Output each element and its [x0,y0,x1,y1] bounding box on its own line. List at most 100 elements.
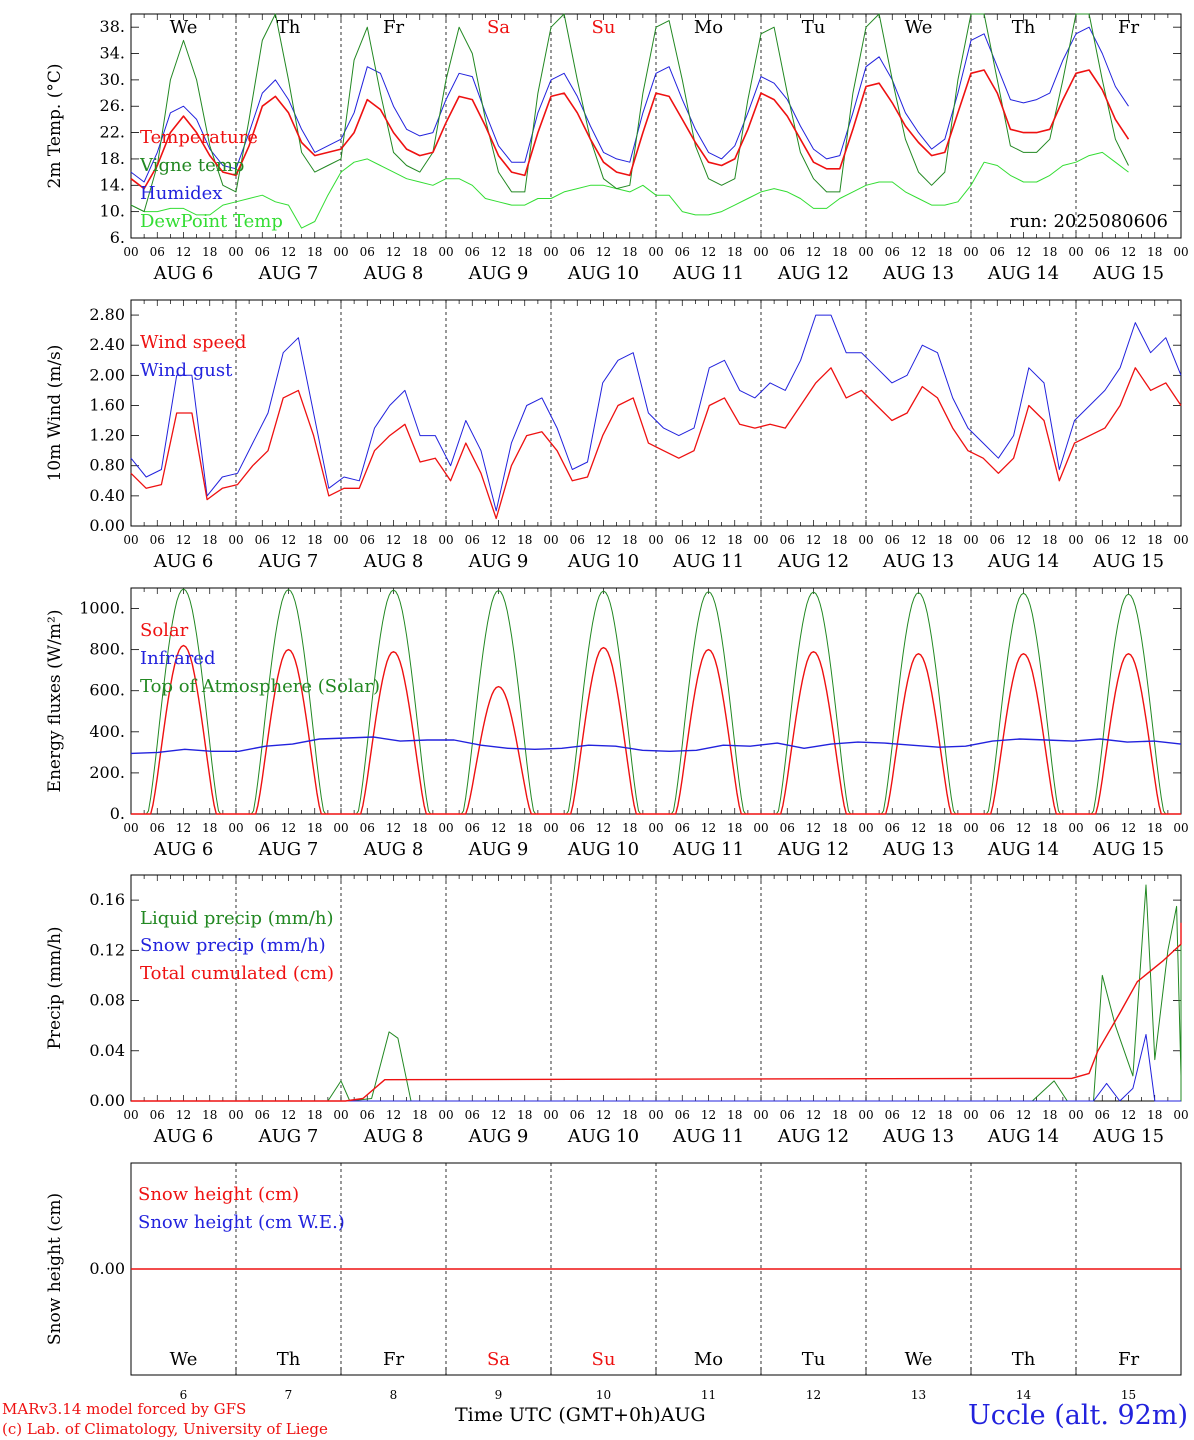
hour-tick-label: 00 [123,821,138,835]
panel-1: 6. 10. 14. 18. 22. 26. 30. 34. 38. 2m Temp. (°C) 0… [45,13,1189,284]
weekday-label: Mo [694,17,723,38]
hour-tick-label: 00 [228,533,243,547]
weekday-label: Sa [487,17,510,38]
hour-tick-label: 06 [780,533,795,547]
hour-tick-label: 18 [412,533,427,547]
hour-tick-label: 06 [150,1108,165,1122]
day-number-label: 15 [1121,1388,1136,1402]
run-label: run: 2025080606 [1010,211,1168,232]
hour-tick-label: 18 [1147,821,1162,835]
hour-tick-label: 00 [648,821,663,835]
legend-entry: Humidex [140,183,222,204]
weekday-label: Mo [694,1349,723,1370]
y-tick-label: 14. [100,175,125,194]
y-tick-label: 2.00 [89,365,125,384]
series-line [131,644,1181,815]
weekday-label: Fr [383,1349,404,1370]
day-label: AUG 6 [153,839,214,860]
day-label: AUG 8 [363,839,424,860]
legend-entry: DewPoint Temp [140,211,283,232]
hour-tick-label: 12 [1121,245,1136,259]
day-label: AUG 9 [468,551,529,572]
hour-tick-label: 06 [570,245,585,259]
hour-tick-label: 12 [1121,533,1136,547]
weekday-label: Sa [487,1349,510,1370]
hour-tick-label: 12 [596,245,611,259]
hour-tick-label: 00 [1068,533,1083,547]
hour-tick-label: 12 [491,1108,506,1122]
day-label: AUG 9 [468,1126,529,1147]
hour-tick-label: 12 [806,821,821,835]
hour-tick-label: 00 [858,533,873,547]
day-label: AUG 7 [258,1126,319,1147]
hour-tick-label: 00 [858,1108,873,1122]
y-tick-label: 22. [100,123,125,142]
hour-tick-label: 00 [123,533,138,547]
hour-tick-label: 06 [255,245,270,259]
lab-credit: (c) Lab. of Climatology, University of L… [2,1420,328,1438]
day-number-label: 12 [806,1388,821,1402]
hour-tick-label: 06 [360,821,375,835]
hour-tick-label: 12 [491,821,506,835]
series-line [130,151,1129,229]
hour-tick-label: 12 [281,533,296,547]
hour-tick-label: 12 [596,1108,611,1122]
hour-tick-label: 12 [806,245,821,259]
hour-tick-label: 18 [937,821,952,835]
weekday-label: Fr [383,17,404,38]
hour-tick-label: 00 [753,533,768,547]
hour-tick-label: 06 [675,533,690,547]
series-line [130,367,1182,520]
y-tick-label: 1.20 [89,426,125,445]
hour-tick-label: 00 [123,1108,138,1122]
hour-tick-label: 00 [333,821,348,835]
hour-tick-label: 18 [937,1108,952,1122]
panel-3: 0. 200. 400. 600. 800. 1000. Energy fluxes (W/… [45,587,1189,860]
day-label: AUG 6 [153,263,214,284]
day-label: AUG 14 [987,839,1059,860]
hour-tick-label: 00 [753,821,768,835]
hour-tick-label: 00 [1173,1108,1188,1122]
day-label: AUG 13 [882,551,954,572]
y-tick-label: 0.00 [89,1259,125,1278]
weekday-label: Th [1012,17,1036,38]
legend-entry: Infrared [140,648,215,669]
hour-tick-label: 00 [648,533,663,547]
hour-tick-label: 06 [360,245,375,259]
hour-tick-label: 06 [360,1108,375,1122]
hour-tick-label: 06 [990,1108,1005,1122]
hour-tick-label: 00 [963,1108,978,1122]
y-axis-label: Energy fluxes (W/m²) [45,610,65,793]
x-axis-title: Time UTC (GMT+0h) [455,1404,661,1426]
day-label: AUG 7 [258,263,319,284]
day-label: AUG 13 [882,839,954,860]
hour-tick-label: 06 [150,821,165,835]
hour-tick-label: 12 [386,245,401,259]
hour-tick-label: 12 [1016,1108,1031,1122]
day-label: AUG 10 [567,551,639,572]
day-label: AUG 7 [258,551,319,572]
day-label: AUG 11 [672,263,744,284]
hour-tick-label: 12 [701,533,716,547]
weekday-label: We [170,17,198,38]
weekday-label: Fr [1118,17,1139,38]
hour-tick-label: 00 [228,1108,243,1122]
hour-tick-label: 12 [806,533,821,547]
hour-tick-label: 12 [911,1108,926,1122]
hour-tick-label: 00 [858,245,873,259]
hour-tick-label: 18 [1042,1108,1057,1122]
y-tick-label: 1.60 [89,395,125,414]
y-axis-label: 2m Temp. (°C) [45,63,65,188]
hour-tick-label: 00 [543,245,558,259]
hour-tick-label: 06 [885,245,900,259]
legend-entry: Snow height (cm W.E.) [138,1212,345,1233]
hour-tick-label: 00 [228,245,243,259]
day-label: AUG 15 [1092,551,1164,572]
day-label: AUG 12 [777,1126,849,1147]
panel-4: 0.00 0.04 0.08 0.12 0.16 Precip (mm/h) 00 06 12 1… [45,874,1189,1147]
hour-tick-label: 12 [176,533,191,547]
hour-tick-label: 18 [202,821,217,835]
hour-tick-label: 00 [438,821,453,835]
station-label: Uccle (alt. 92m) [968,1400,1188,1431]
weekday-label: Th [277,1349,301,1370]
